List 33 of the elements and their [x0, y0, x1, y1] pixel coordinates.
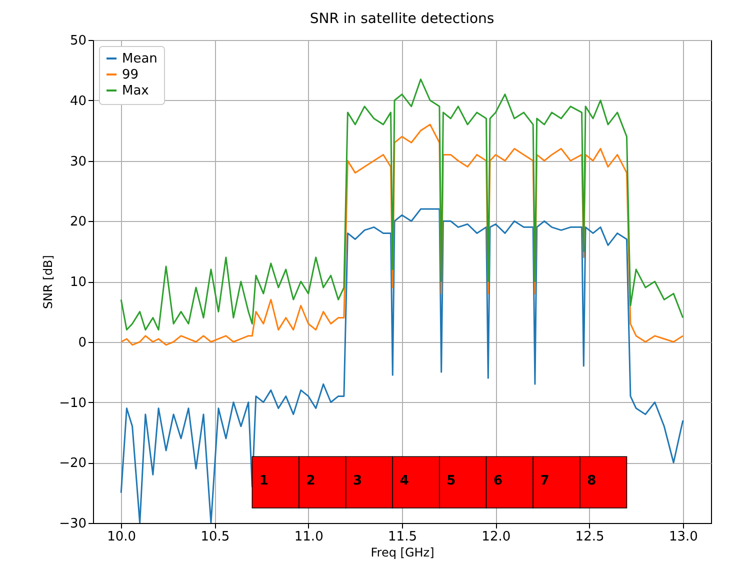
y-tick-label: −10: [59, 396, 86, 411]
x-tick-label: 12.5: [575, 530, 604, 544]
legend-label: 99: [122, 68, 139, 82]
legend-label: Mean: [122, 52, 158, 66]
band-label: 7: [540, 474, 550, 489]
x-tick-label: 11.5: [388, 530, 417, 544]
band-label: 1: [259, 474, 268, 489]
y-tick-label: 20: [70, 214, 86, 230]
y-tick-label: 0: [78, 335, 86, 350]
chart-title: SNR in satellite detections: [310, 11, 494, 27]
line-series: [120, 78, 684, 331]
y-tick-label: 10: [70, 275, 86, 290]
band-label: 5: [446, 474, 456, 489]
x-tick-label: 12.0: [482, 530, 511, 544]
y-tick-label: −20: [59, 456, 86, 472]
legend-label: Max: [122, 84, 150, 98]
line-series: [120, 124, 684, 346]
y-tick-label: 50: [70, 34, 86, 48]
y-tick-label: 30: [70, 154, 86, 170]
x-tick-label: 10.5: [200, 530, 230, 544]
y-axis-title: SNR [dB]: [41, 255, 56, 309]
line-series: [120, 208, 684, 523]
y-tick-label: 40: [70, 94, 86, 109]
band-label: 2: [306, 474, 316, 489]
y-tick-label: −30: [59, 516, 86, 532]
x-tick-label: 10.0: [107, 530, 136, 544]
band-label: 6: [493, 474, 502, 489]
band-label: 8: [587, 474, 596, 489]
x-tick-label: 13.0: [668, 530, 698, 544]
band-label: 4: [400, 474, 409, 489]
x-tick-label: 11.0: [294, 530, 324, 544]
x-axis-title: Freq [GHz]: [370, 546, 434, 560]
band-label: 3: [353, 474, 362, 489]
